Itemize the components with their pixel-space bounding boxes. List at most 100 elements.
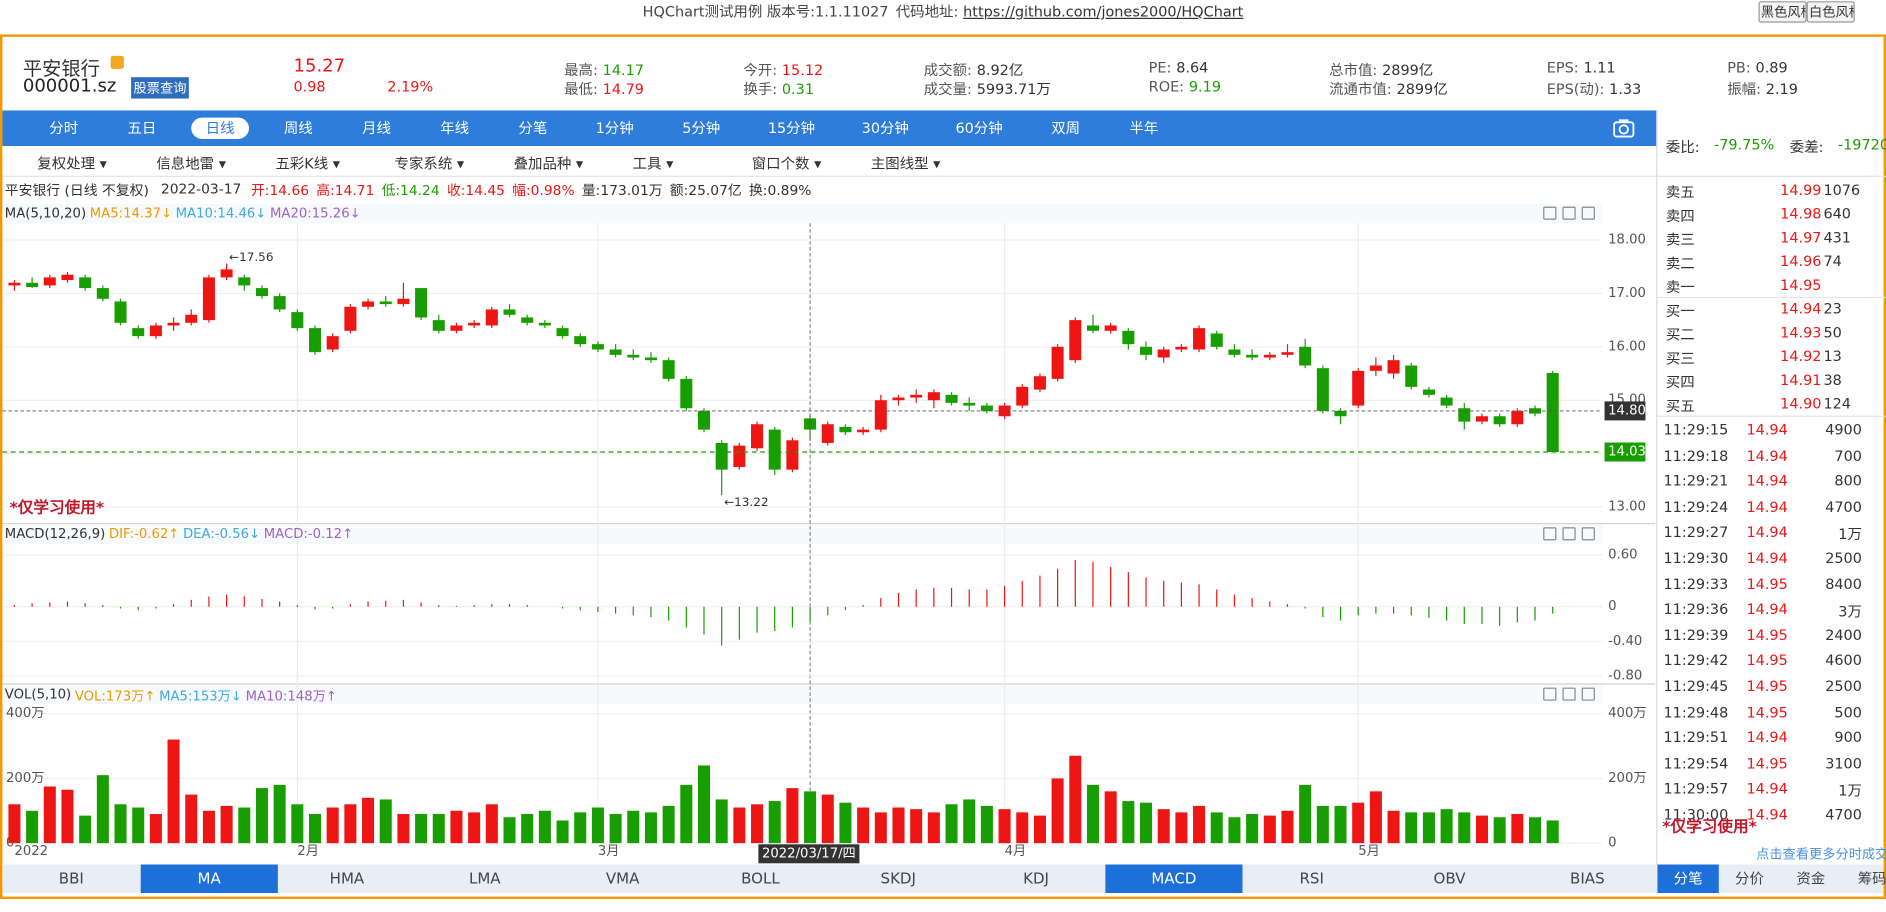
quote-label: 最低: xyxy=(564,80,598,98)
trade-time: 11:29:39 xyxy=(1663,626,1729,644)
volume-bar xyxy=(291,804,304,844)
period-tab[interactable]: 30分钟 xyxy=(861,119,909,137)
candle-body xyxy=(1528,408,1542,414)
candle-body xyxy=(733,445,746,467)
indicator-tab[interactable]: OBV xyxy=(1433,869,1466,888)
header-title: HQChart测试用例 版本号:1.1.11027 xyxy=(642,3,889,21)
indicator-tab[interactable]: BOLL xyxy=(741,869,780,888)
period-tab[interactable]: 五日 xyxy=(127,119,157,137)
quote-label: EPS(动): xyxy=(1546,80,1605,98)
quote-label: 振幅: xyxy=(1727,80,1761,98)
trade-price: 14.94 xyxy=(1746,780,1788,798)
menu-item[interactable]: 专家系统 ▾ xyxy=(394,155,465,173)
indicator-tab[interactable]: BBI xyxy=(58,869,84,888)
period-tab[interactable]: 分时 xyxy=(49,119,79,137)
period-tab[interactable]: 周线 xyxy=(283,119,313,137)
volume-bar xyxy=(574,812,587,844)
level-price: 14.90 xyxy=(1780,395,1822,413)
panel-watermark: *仅学习使用* xyxy=(1662,818,1757,836)
menu-item[interactable]: 窗口个数 ▾ xyxy=(751,155,822,173)
style-button[interactable]: 白色风格 xyxy=(1806,1,1855,23)
indicator-tab[interactable]: MA xyxy=(140,864,279,893)
legend-item: MA5:14.37↓ xyxy=(89,205,173,221)
trade-time: 11:29:18 xyxy=(1663,447,1729,464)
menu-item[interactable]: 信息地雷 ▾ xyxy=(156,155,226,173)
info-field: 额:25.07亿 xyxy=(669,181,742,199)
info-name: 平安银行 (日线 不复权) xyxy=(4,181,149,199)
indicator-tab[interactable]: LMA xyxy=(468,869,501,888)
trade-volume: 700 xyxy=(1834,447,1862,464)
pane-icon[interactable] xyxy=(1581,527,1595,541)
side-tab[interactable]: 筹码 xyxy=(1857,870,1886,888)
frame xyxy=(0,34,1886,899)
quote-field: 今开: 15.12 xyxy=(743,59,823,79)
indicator-tab[interactable]: HMA xyxy=(329,869,365,888)
indicator-tab[interactable]: VMA xyxy=(605,869,640,888)
pane-icon[interactable] xyxy=(1543,527,1557,541)
period-tab[interactable]: 双周 xyxy=(1051,119,1081,137)
indicator-tab[interactable]: RSI xyxy=(1299,869,1324,888)
pane-icon[interactable] xyxy=(1562,527,1576,541)
period-tab[interactable]: 分笔 xyxy=(518,119,548,137)
candle-body xyxy=(1281,352,1294,355)
menu-item[interactable]: 复权处理 ▾ xyxy=(37,155,107,173)
volume-bar xyxy=(521,814,534,844)
pane-icon[interactable] xyxy=(1581,206,1595,220)
pane-icon[interactable] xyxy=(1562,687,1576,701)
trade-volume: 4900 xyxy=(1825,421,1862,439)
ratio-label: 委比: xyxy=(1665,138,1700,156)
legend-item: DEA:-0.56↓ xyxy=(182,526,261,542)
side-tab[interactable]: 分价 xyxy=(1735,870,1764,888)
candle-body xyxy=(1033,376,1046,390)
volume-bar xyxy=(432,814,445,844)
query-button[interactable]: 股票查询 xyxy=(131,77,189,99)
more-link[interactable]: 点击查看更多分时成交 xyxy=(1756,846,1886,863)
level-label: 卖五 xyxy=(1665,184,1695,201)
side-tab[interactable]: 分笔 xyxy=(1657,864,1719,893)
pane-icon[interactable] xyxy=(1581,687,1595,701)
indicator-tab[interactable]: BIAS xyxy=(1570,869,1605,888)
y-tick-label: 18.00 xyxy=(1608,233,1646,248)
candle-body xyxy=(1016,386,1029,406)
indicator-tab[interactable]: MACD xyxy=(1104,864,1243,893)
menu-item[interactable]: 叠加品种 ▾ xyxy=(513,155,584,173)
quote-label: ROE: xyxy=(1148,78,1185,95)
volume-bar xyxy=(733,807,746,844)
period-tab[interactable]: 月线 xyxy=(362,119,391,137)
screenshot-icon[interactable] xyxy=(1612,118,1636,139)
period-tab[interactable]: 日线 xyxy=(191,117,249,139)
period-tab[interactable]: 1分钟 xyxy=(595,119,634,137)
volume-bar xyxy=(1546,820,1559,844)
volume-bar xyxy=(538,810,551,844)
side-tab[interactable]: 资金 xyxy=(1796,870,1826,888)
pane-icon[interactable] xyxy=(1543,206,1557,220)
quote-label: 最高: xyxy=(564,61,598,79)
period-tab[interactable]: 5分钟 xyxy=(682,119,721,137)
y-tick-label: 200万 xyxy=(1608,771,1646,786)
candle-body xyxy=(362,301,375,307)
pane-icon[interactable] xyxy=(1543,687,1557,701)
quote-label: 今开: xyxy=(743,61,778,79)
menu-item[interactable]: 主图线型 ▾ xyxy=(870,155,941,173)
indicator-tab[interactable]: SKDJ xyxy=(880,869,916,888)
volume-bar xyxy=(397,814,410,844)
legend-item: DIF:-0.62↑ xyxy=(108,526,180,542)
period-tab[interactable]: 半年 xyxy=(1129,119,1159,137)
style-button[interactable]: 黑色风格 xyxy=(1758,1,1807,23)
candle-body xyxy=(202,277,215,321)
period-tab[interactable]: 60分钟 xyxy=(955,119,1003,137)
level-price: 14.95 xyxy=(1780,276,1822,294)
period-tab[interactable]: 年线 xyxy=(440,119,470,137)
repo-link[interactable]: https://github.com/jones2000/HQChart xyxy=(963,3,1244,21)
pane-icon[interactable] xyxy=(1562,206,1576,220)
menu-item[interactable]: 工具 ▾ xyxy=(632,155,674,173)
candle-body xyxy=(963,402,976,406)
candle-body xyxy=(1369,365,1382,371)
indicator-tab[interactable]: KDJ xyxy=(1023,869,1049,888)
menu-item[interactable]: 五彩K线 ▾ xyxy=(275,155,341,173)
trade-volume: 8400 xyxy=(1825,575,1862,593)
candle-body xyxy=(1228,349,1241,355)
candle-body xyxy=(1051,346,1064,379)
period-tab[interactable]: 15分钟 xyxy=(767,119,816,137)
